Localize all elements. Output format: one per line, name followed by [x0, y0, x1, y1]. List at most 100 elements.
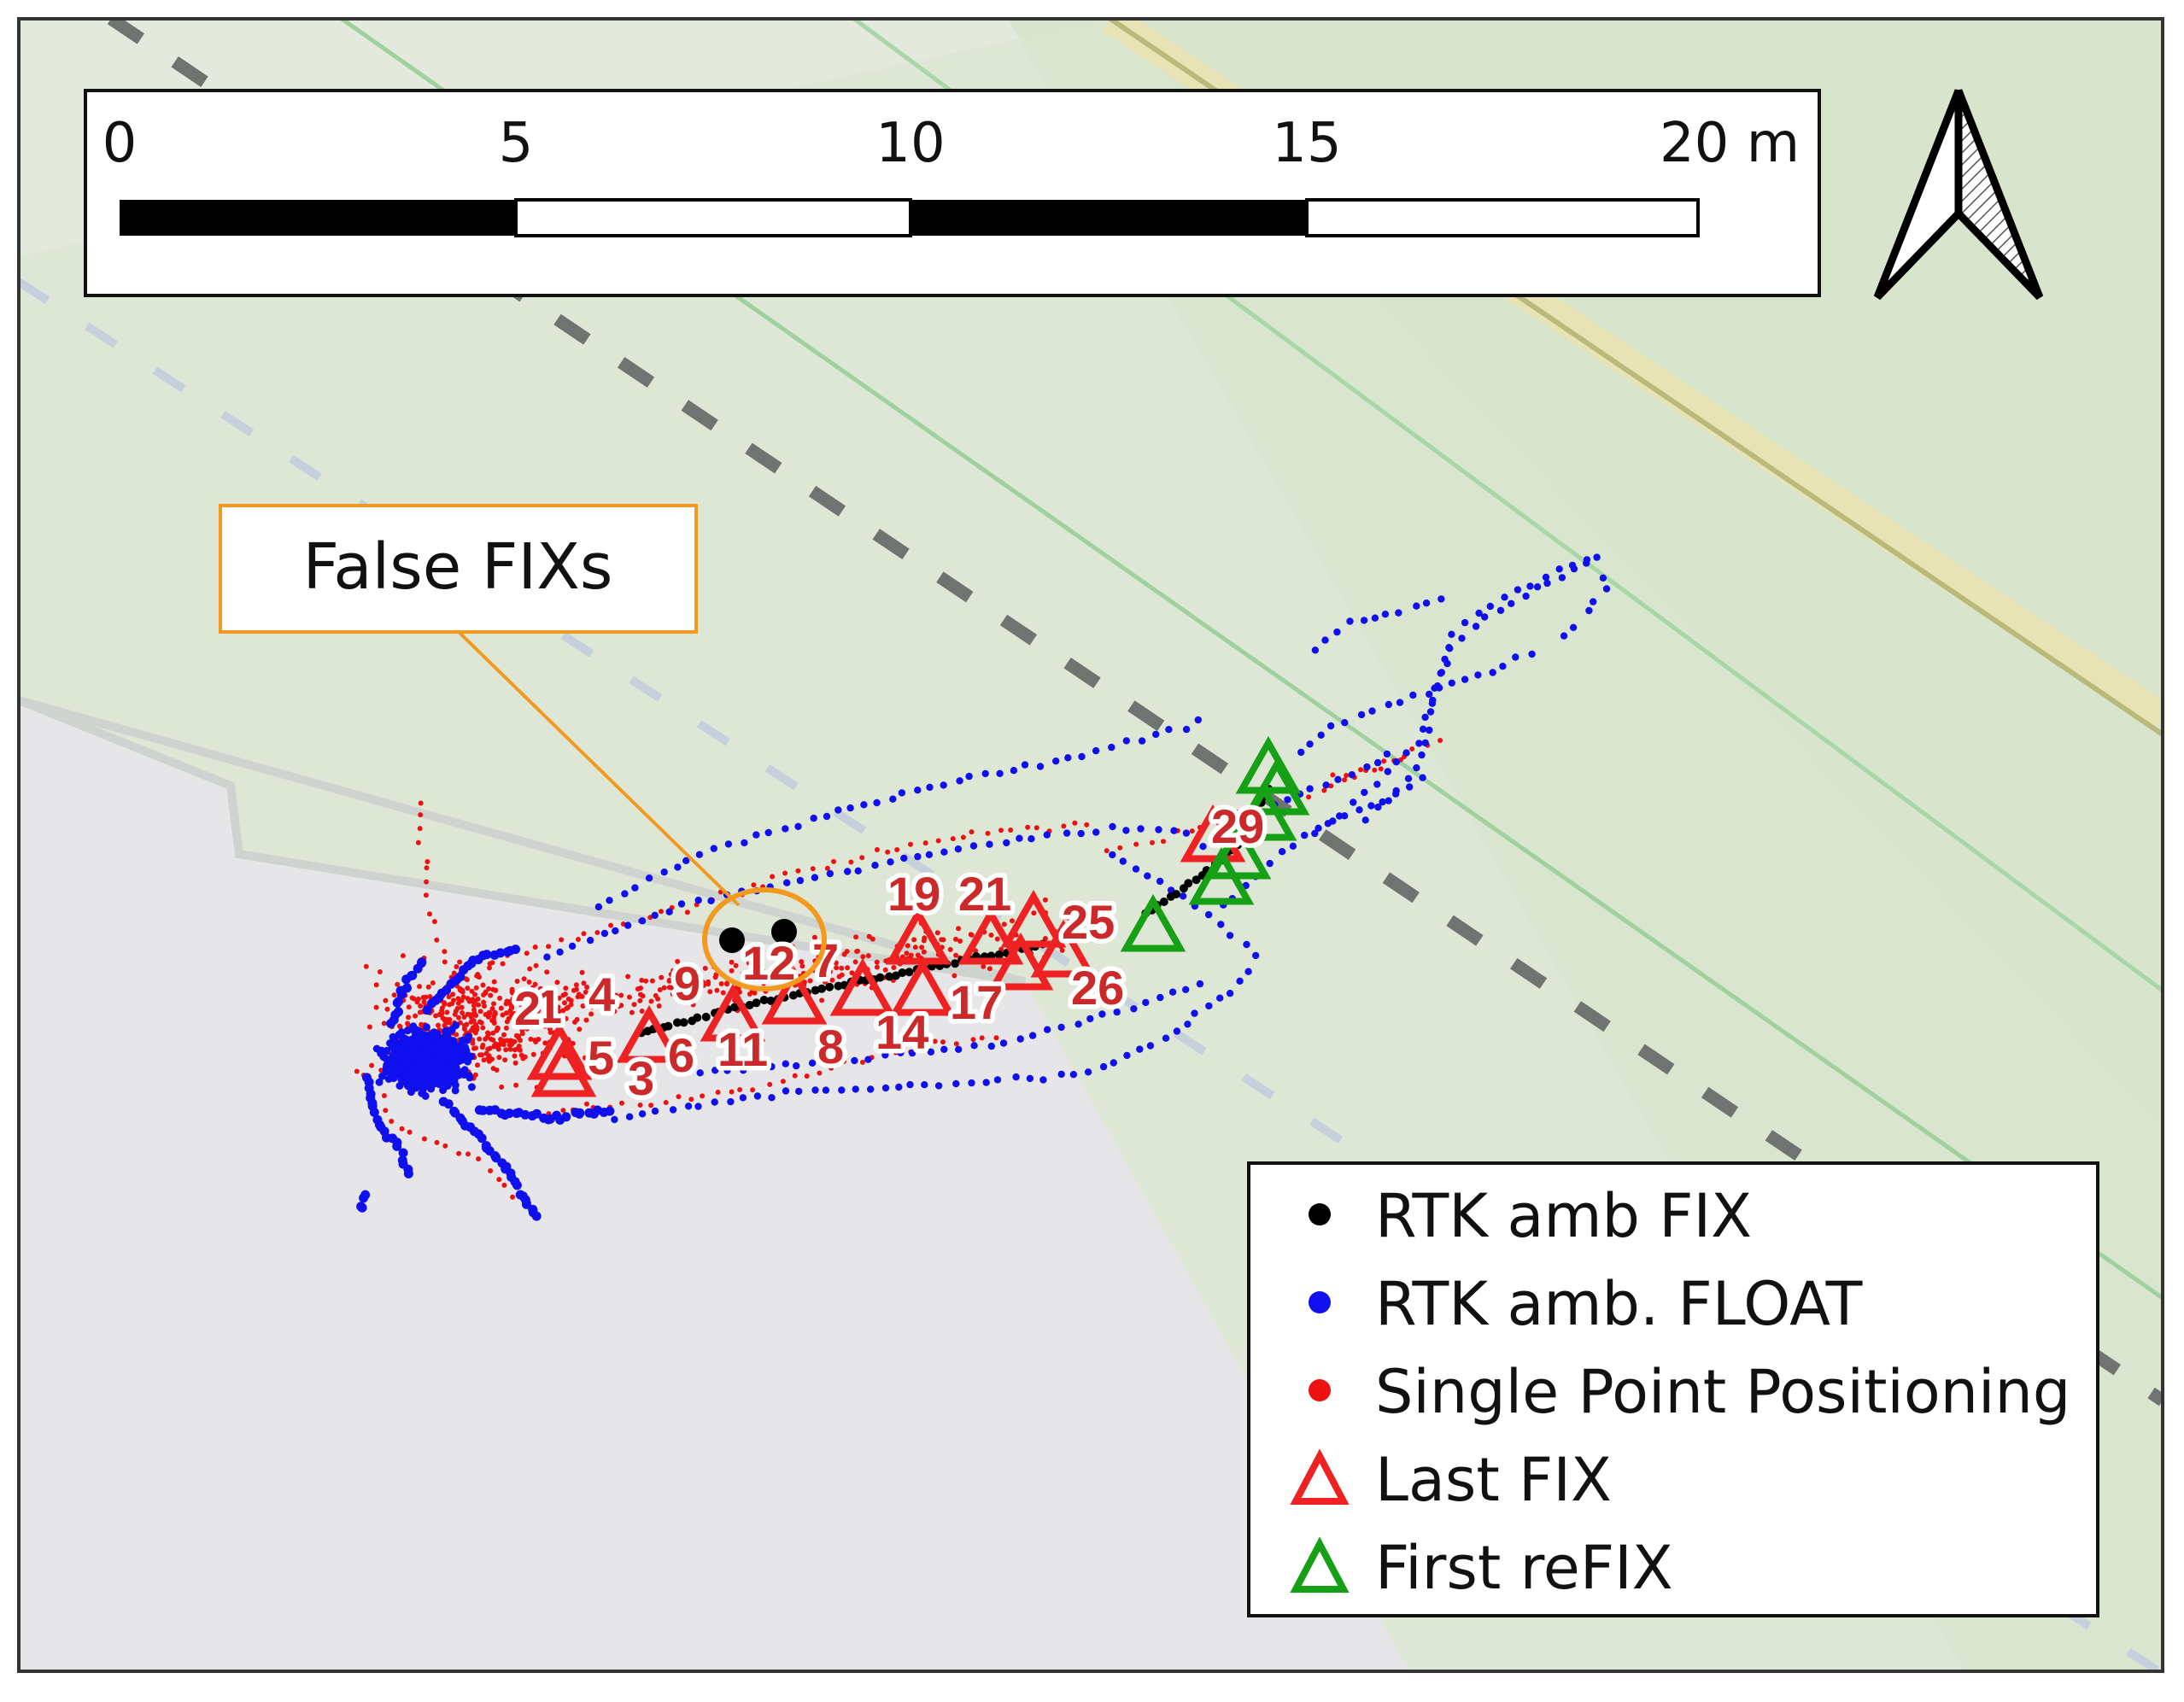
single-point — [503, 1025, 509, 1031]
float-point — [711, 1067, 719, 1074]
point-label-11: 11 — [717, 1022, 768, 1076]
single-point — [1306, 794, 1312, 800]
float-point — [851, 1056, 858, 1065]
single-point — [985, 830, 991, 836]
fix-point — [905, 968, 914, 977]
single-point — [454, 1032, 460, 1038]
float-point — [914, 852, 922, 861]
last-fix-marker — [987, 932, 1054, 991]
single-point — [612, 1009, 618, 1015]
float-point — [521, 1199, 531, 1209]
float-point — [969, 842, 978, 850]
fix-point — [891, 971, 900, 980]
single-point — [464, 977, 470, 983]
float-point — [999, 1039, 1008, 1047]
single-point — [420, 995, 426, 1000]
single-point — [491, 979, 497, 985]
single-point — [829, 977, 835, 983]
fix-point — [1159, 898, 1168, 906]
last-fix-marker — [761, 966, 828, 1025]
single-point — [684, 909, 690, 915]
last-fix-marker — [700, 983, 766, 1042]
single-point — [1342, 777, 1347, 783]
single-point — [659, 974, 665, 980]
single-point — [770, 874, 776, 880]
single-point — [1437, 738, 1443, 743]
float-point — [638, 1110, 647, 1118]
float-point — [826, 869, 834, 878]
single-point — [521, 976, 527, 982]
single-point — [817, 1070, 823, 1076]
float-point — [1437, 595, 1445, 603]
float-point — [451, 1048, 459, 1056]
first-refix-marker — [1235, 735, 1302, 794]
single-point — [532, 981, 538, 987]
single-point — [483, 989, 489, 995]
fix-point — [701, 1012, 711, 1021]
float-point — [1306, 740, 1314, 748]
float-point — [1404, 775, 1413, 782]
float-point — [1590, 598, 1597, 605]
float-point — [1489, 669, 1496, 676]
float-point — [1278, 848, 1286, 856]
float-point — [1311, 829, 1319, 838]
float-point — [477, 1105, 488, 1115]
float-point — [1077, 829, 1085, 838]
single-point — [655, 996, 661, 1002]
float-point — [1092, 828, 1100, 836]
float-point — [1501, 594, 1508, 601]
single-point — [940, 937, 946, 943]
single-point — [556, 1009, 562, 1015]
single-point — [675, 992, 680, 997]
single-point — [555, 1004, 561, 1010]
single-point — [1344, 773, 1350, 778]
single-point — [473, 1045, 478, 1051]
single-point — [648, 1102, 654, 1108]
float-point — [422, 1005, 432, 1015]
float-point — [1361, 816, 1369, 824]
single-point — [495, 1046, 501, 1052]
single-point — [1328, 783, 1334, 789]
float-point — [1028, 835, 1035, 843]
single-point — [860, 954, 866, 960]
last-fix-marker — [526, 1021, 593, 1080]
float-point — [993, 1076, 1002, 1084]
single-point — [706, 981, 711, 987]
single-point — [594, 930, 600, 935]
float-point — [1599, 574, 1607, 582]
single-point — [631, 1002, 637, 1008]
last-fix-marker — [889, 957, 956, 1016]
fix-point — [875, 973, 885, 982]
single-point — [690, 1002, 696, 1008]
float-point — [727, 1097, 735, 1106]
float-point — [1448, 679, 1456, 687]
single-point — [589, 1004, 595, 1010]
single-point — [853, 934, 859, 940]
float-point — [401, 1051, 410, 1060]
single-point — [1161, 839, 1166, 845]
single-point — [987, 966, 992, 972]
single-point — [1409, 746, 1415, 752]
single-point — [560, 1108, 566, 1114]
float-point — [1146, 1042, 1155, 1050]
float-point — [1317, 731, 1325, 739]
float-point — [1543, 579, 1551, 588]
single-point — [381, 1093, 387, 1098]
float-point — [793, 1062, 800, 1070]
float-point — [1413, 763, 1420, 772]
single-point — [399, 1126, 405, 1132]
float-point — [399, 1041, 407, 1049]
legend: RTK amb FIX RTK amb. FLOAT Single Point … — [1247, 1161, 2099, 1617]
single-point — [657, 987, 663, 992]
float-point — [586, 936, 594, 945]
float-point — [1406, 783, 1414, 791]
single-point — [714, 987, 720, 993]
single-point — [480, 1042, 486, 1048]
single-point — [922, 935, 928, 941]
single-point — [1025, 824, 1031, 830]
float-point — [1138, 737, 1146, 745]
single-point — [860, 1059, 865, 1065]
single-point — [518, 1002, 524, 1008]
single-point — [496, 1177, 502, 1183]
